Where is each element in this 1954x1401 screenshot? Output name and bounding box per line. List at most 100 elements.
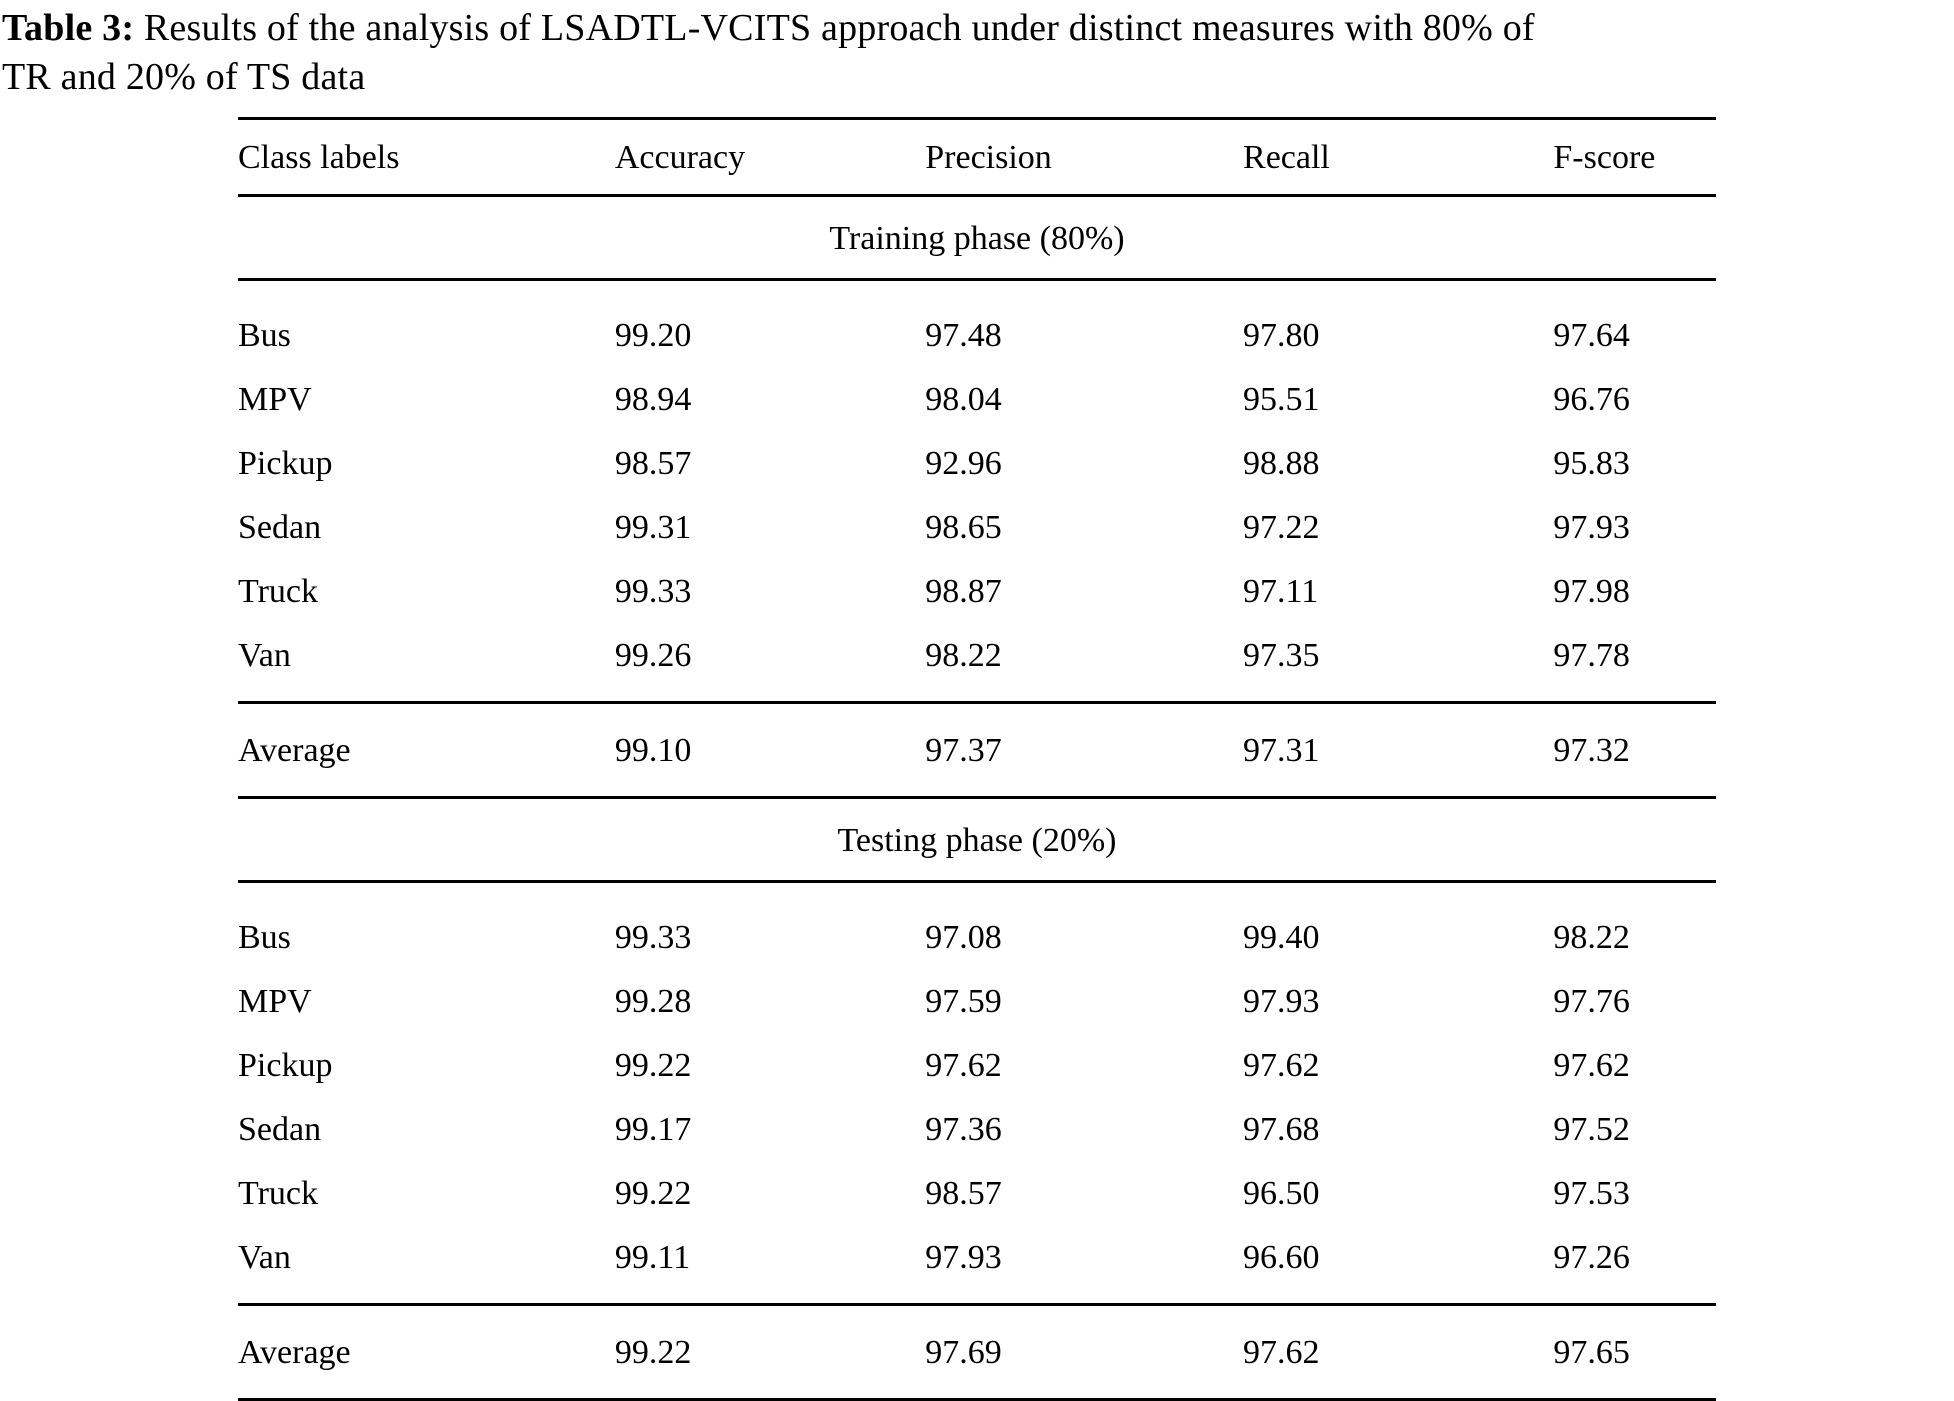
class-label-cell: Sedan: [238, 509, 322, 546]
header-row: Class labels Accuracy Precision Recall F…: [238, 117, 1716, 197]
value-cell: 99.40: [1243, 919, 1320, 956]
class-label-cell: Truck: [238, 573, 318, 610]
phase-heading: Training phase (80%): [238, 195, 1716, 281]
average-label-cell: Average: [238, 701, 615, 799]
table-row: Truck 99.33 98.87 97.11 97.98: [238, 560, 1716, 624]
column-header-recall: Recall: [1243, 117, 1554, 197]
value-cell: 95.83: [1553, 445, 1630, 482]
value-cell: 98.87: [925, 573, 1002, 610]
results-tbody: Training phase (80%) Bus 99.20 97.48 97.80 97…: [238, 195, 1716, 1401]
value-cell: 96.76: [1553, 381, 1630, 418]
class-label-cell: MPV: [238, 381, 312, 418]
value-cell: 99.17: [614, 1111, 692, 1148]
value-cell: 97.52: [1553, 1111, 1630, 1148]
value-cell: 97.62: [1553, 1047, 1630, 1084]
class-label-cell: Truck: [238, 1175, 318, 1212]
value-cell: 96.50: [1243, 1175, 1320, 1212]
results-table: Class labels Accuracy Precision Recall F…: [238, 117, 1716, 1401]
phase-heading: Testing phase (20%): [238, 797, 1716, 883]
column-header-class-labels: Class labels: [238, 117, 615, 197]
value-cell: 97.35: [1243, 637, 1320, 674]
class-label-cell: Pickup: [238, 445, 333, 482]
table-row: Truck 99.22 98.57 96.50 97.53: [238, 1162, 1716, 1226]
value-cell: 97.93: [1243, 983, 1320, 1020]
value-cell: 99.11: [614, 1239, 691, 1276]
value-cell: 98.94: [614, 381, 692, 418]
value-cell: 97.64: [1553, 317, 1630, 354]
value-cell: 99.31: [614, 509, 692, 546]
column-header-precision: Precision: [925, 117, 1244, 197]
phase-heading-row: Testing phase (20%): [238, 797, 1716, 883]
value-cell: 98.22: [925, 637, 1002, 674]
class-label-cell: Van: [238, 1239, 291, 1276]
table-caption: Table 3: Results of the analysis of LSAD…: [0, 0, 1954, 102]
value-cell: 99.33: [614, 573, 692, 610]
table-row: MPV 99.28 97.59 97.93 97.76: [238, 970, 1716, 1034]
value-cell: 97.11: [1243, 573, 1319, 610]
class-label-cell: MPV: [238, 983, 312, 1020]
value-cell: 98.22: [1553, 919, 1630, 956]
value-cell: 98.65: [925, 509, 1002, 546]
value-cell: 99.26: [614, 637, 692, 674]
value-cell: 98.57: [614, 445, 692, 482]
average-value-cell: 99.22: [614, 1303, 926, 1401]
average-label-cell: Average: [238, 1303, 615, 1401]
table-caption-label: Table 3:: [2, 7, 135, 49]
value-cell: 97.53: [1553, 1175, 1630, 1212]
average-value-cell: 97.31: [1243, 701, 1554, 799]
average-row: Average 99.10 97.37 97.31 97.32: [238, 701, 1716, 799]
table-row: Sedan 99.31 98.65 97.22 97.93: [238, 496, 1716, 560]
value-cell: 97.22: [1243, 509, 1320, 546]
value-cell: 97.76: [1553, 983, 1630, 1020]
average-row: Average 99.22 97.69 97.62 97.65: [238, 1303, 1716, 1401]
value-cell: 97.93: [1553, 509, 1630, 546]
class-label-cell: Pickup: [238, 1047, 333, 1084]
table-row: Bus 99.33 97.08 99.40 98.22: [238, 882, 1716, 971]
value-cell: 97.62: [1243, 1047, 1320, 1084]
value-cell: 99.22: [614, 1047, 692, 1084]
value-cell: 97.93: [925, 1239, 1002, 1276]
value-cell: 97.78: [1553, 637, 1630, 674]
table-row: Pickup 99.22 97.62 97.62 97.62: [238, 1034, 1716, 1098]
value-cell: 98.04: [925, 381, 1002, 418]
value-cell: 98.88: [1243, 445, 1320, 482]
value-cell: 97.59: [925, 983, 1002, 1020]
value-cell: 97.98: [1553, 573, 1630, 610]
class-label-cell: Van: [238, 637, 291, 674]
class-label-cell: Sedan: [238, 1111, 322, 1148]
table-caption-line1: Results of the analysis of LSADTL-VCITS …: [143, 7, 1535, 49]
value-cell: 99.33: [614, 919, 692, 956]
table-row: Bus 99.20 97.48 97.80 97.64: [238, 280, 1716, 369]
value-cell: 99.22: [614, 1175, 692, 1212]
value-cell: 95.51: [1243, 381, 1320, 418]
table-row: Van 99.26 98.22 97.35 97.78: [238, 624, 1716, 703]
value-cell: 92.96: [925, 445, 1002, 482]
value-cell: 98.57: [925, 1175, 1002, 1212]
average-value-cell: 97.37: [925, 701, 1244, 799]
phase-heading-row: Training phase (80%): [238, 195, 1716, 281]
value-cell: 97.26: [1553, 1239, 1630, 1276]
class-label-cell: Bus: [238, 919, 291, 956]
column-header-accuracy: Accuracy: [614, 117, 926, 197]
average-value-cell: 97.32: [1553, 701, 1716, 799]
table-caption-line2: TR and 20% of TS data: [2, 56, 366, 98]
table-row: Van 99.11 97.93 96.60 97.26: [238, 1226, 1716, 1305]
value-cell: 97.36: [925, 1111, 1002, 1148]
value-cell: 97.62: [925, 1047, 1002, 1084]
value-cell: 96.60: [1243, 1239, 1320, 1276]
average-value-cell: 97.62: [1243, 1303, 1554, 1401]
value-cell: 97.08: [925, 919, 1002, 956]
value-cell: 99.20: [614, 317, 692, 354]
value-cell: 97.68: [1243, 1111, 1320, 1148]
average-value-cell: 97.69: [925, 1303, 1244, 1401]
table-row: MPV 98.94 98.04 95.51 96.76: [238, 368, 1716, 432]
average-value-cell: 99.10: [614, 701, 926, 799]
value-cell: 99.28: [614, 983, 692, 1020]
value-cell: 97.48: [925, 317, 1002, 354]
value-cell: 97.80: [1243, 317, 1320, 354]
average-value-cell: 97.65: [1553, 1303, 1716, 1401]
class-label-cell: Bus: [238, 317, 291, 354]
column-header-fscore: F-score: [1553, 117, 1716, 197]
table-row: Sedan 99.17 97.36 97.68 97.52: [238, 1098, 1716, 1162]
table-row: Pickup 98.57 92.96 98.88 95.83: [238, 432, 1716, 496]
